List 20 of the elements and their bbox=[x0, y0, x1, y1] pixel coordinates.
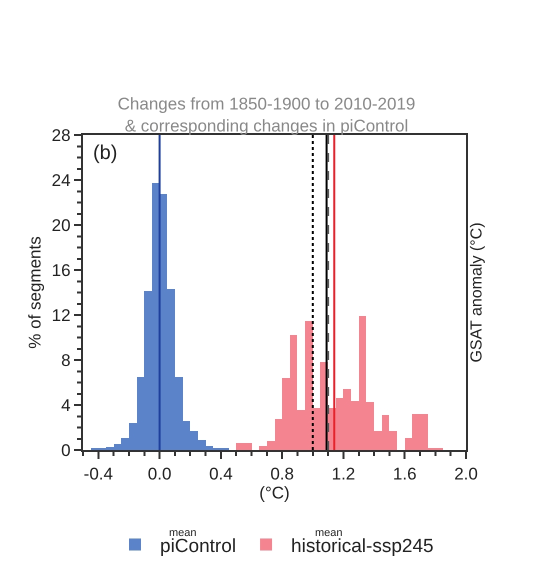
y-tick-label: 0 bbox=[61, 440, 71, 460]
y-tick-label: 8 bbox=[61, 350, 71, 370]
y-tick-label: 20 bbox=[52, 216, 71, 235]
x-tick-label: -0.4 bbox=[84, 464, 113, 484]
x-tick-label: 2.0 bbox=[454, 464, 478, 484]
y-tick-label: 12 bbox=[52, 306, 71, 325]
x-tick-label: 1.6 bbox=[392, 464, 417, 484]
x-tick-label: 0.0 bbox=[148, 464, 172, 484]
x-tick-label: 0.4 bbox=[209, 464, 233, 484]
y-tick-label: 28 bbox=[52, 126, 71, 145]
y-tick-label: 4 bbox=[61, 396, 71, 415]
x-tick-label: 0.8 bbox=[270, 464, 294, 484]
annotation: (b) bbox=[93, 142, 118, 164]
x-tick-label: 1.2 bbox=[332, 464, 356, 484]
chart-title: Changes from 1850-1900 to 2010-2019 & corresponding changes in piControl bbox=[118, 94, 416, 136]
y-tick-label: 16 bbox=[52, 260, 71, 280]
y-tick-label: 24 bbox=[52, 170, 71, 190]
y-axis-title: % of segments bbox=[26, 236, 45, 349]
y2-axis-title: GSAT anomaly (°C) bbox=[468, 222, 486, 363]
x-axis-title: (°C) bbox=[259, 483, 290, 502]
